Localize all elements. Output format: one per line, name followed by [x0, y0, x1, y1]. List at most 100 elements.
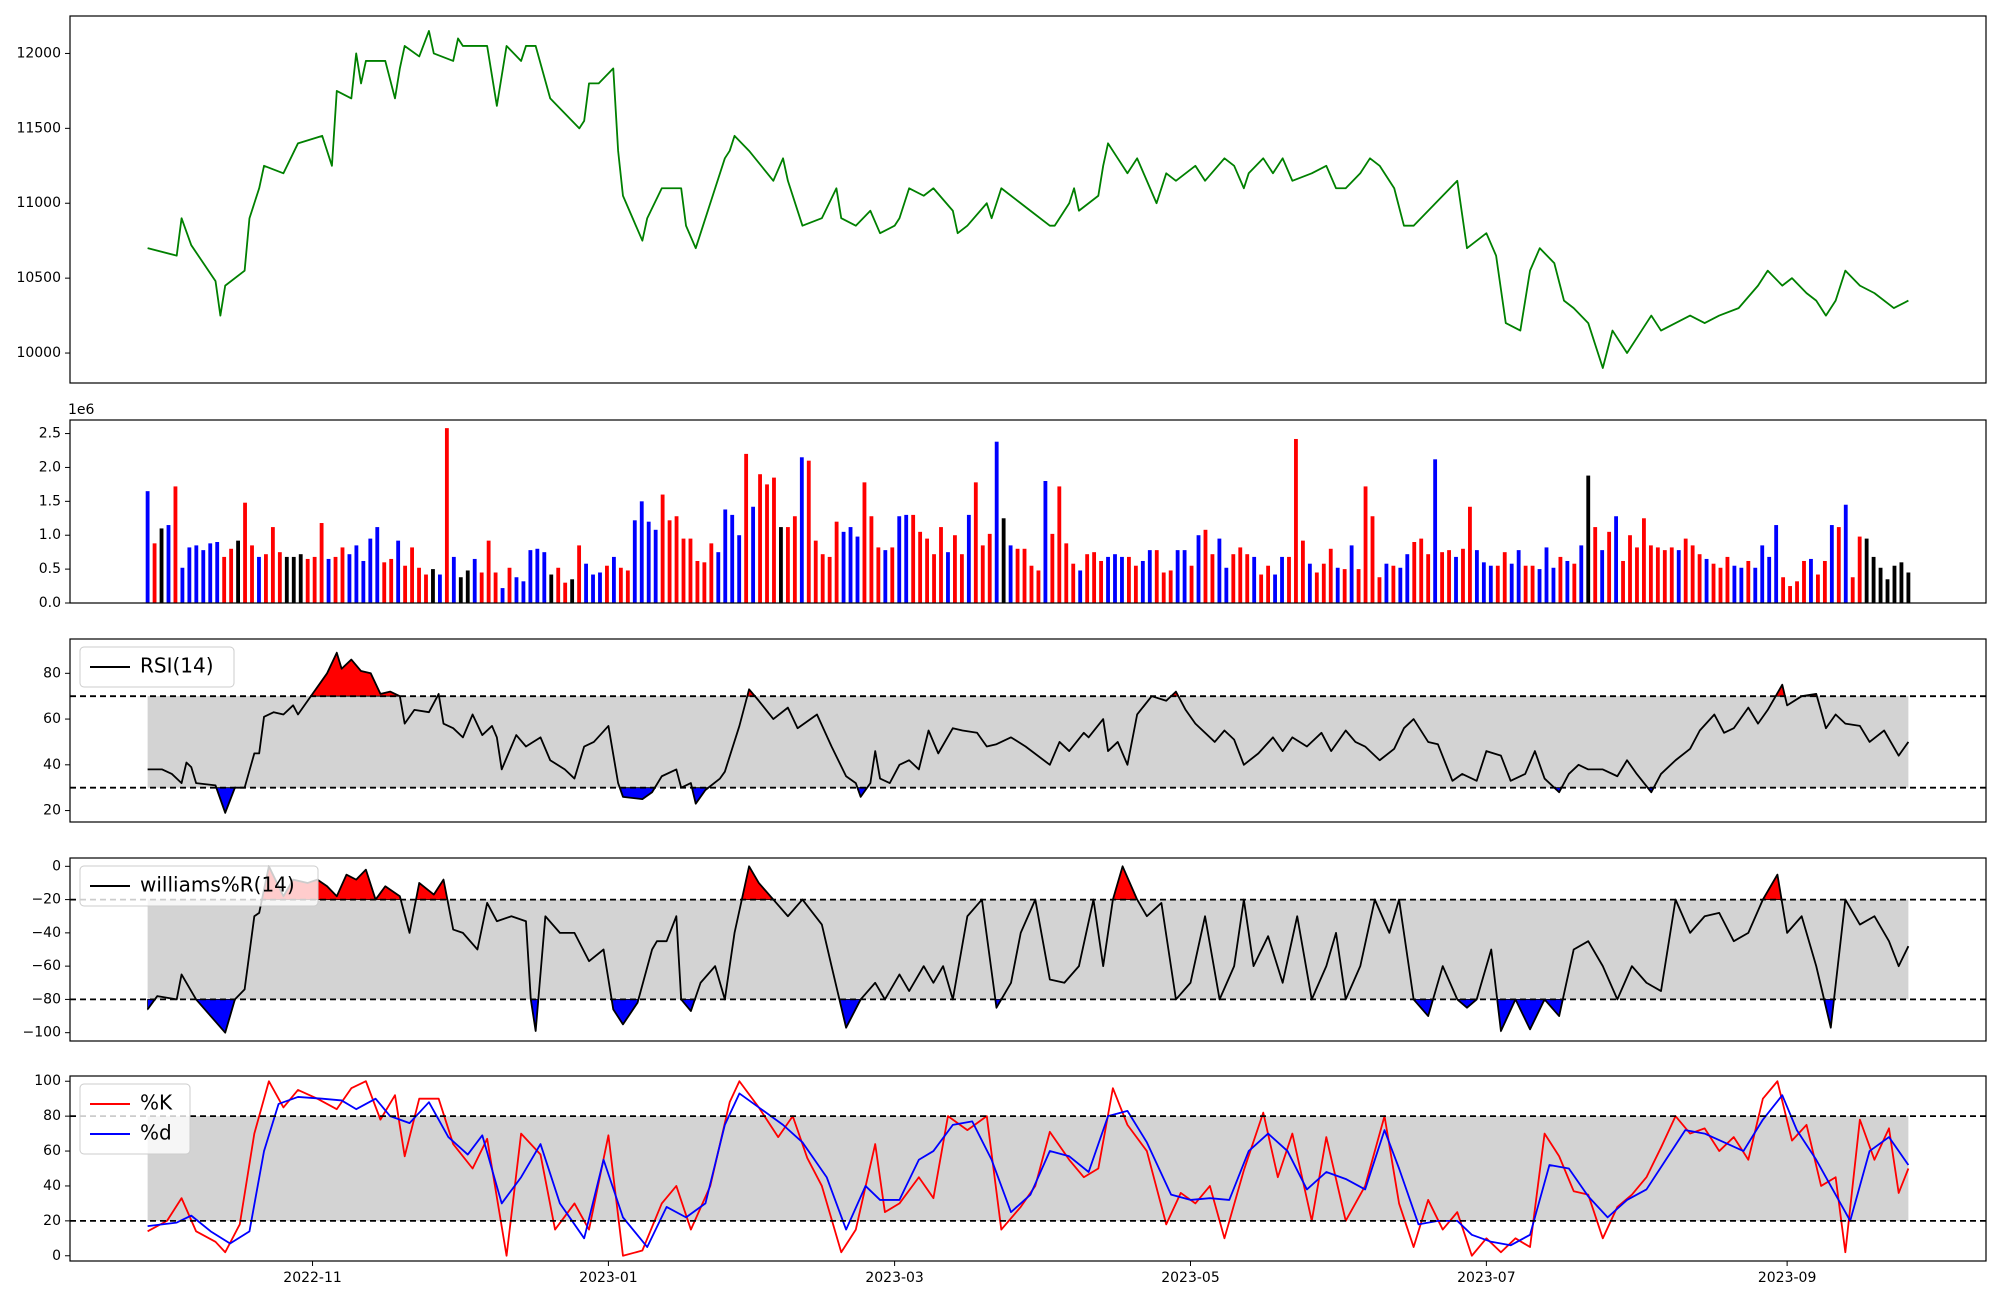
volume-bar: [1642, 518, 1646, 603]
volume-bar: [1245, 554, 1250, 603]
price-line: [147, 30, 1909, 369]
volume-bar: [1057, 486, 1062, 603]
axis-frame: [69, 857, 1987, 1042]
y-tick-label: 1.5: [39, 493, 61, 509]
volume-bar: [730, 514, 735, 603]
stoch-d-line: [147, 1092, 1910, 1248]
volume-bar: [695, 560, 700, 603]
volume-bar: [507, 567, 512, 603]
volume-bar: [904, 514, 909, 603]
volume-bar: [1628, 535, 1632, 603]
volume-bar: [1412, 542, 1417, 603]
volume-bar: [813, 540, 818, 603]
x-tick-label: 2023-09: [1758, 1270, 1817, 1286]
volume-bar: [751, 506, 756, 603]
volume-bar: [1454, 556, 1458, 603]
volume-scale-label: 1e6: [68, 402, 95, 418]
volume-bar: [946, 552, 950, 603]
legend-label: williams%R(14): [140, 873, 295, 897]
volume-bar: [187, 547, 192, 603]
volume-bar: [1739, 567, 1744, 603]
volume-bar: [716, 552, 721, 603]
volume-bar: [1314, 572, 1319, 603]
volume-bar: [1440, 552, 1445, 603]
volume-bar: [1704, 558, 1709, 603]
volume-bar: [1864, 538, 1869, 603]
volume-bar: [1127, 556, 1131, 603]
volume-bar: [1356, 569, 1361, 603]
y-tick-label: 80: [43, 665, 61, 681]
volume-bar: [1113, 554, 1117, 603]
date-x-axis: 2022-11 2023-01 2023-03 2023-05 2023-07 2023-…: [283, 1261, 1816, 1286]
williams-oversold-fill: [1514, 999, 1546, 1031]
axis-frame: [69, 15, 1987, 384]
y-tick-label: −80: [31, 991, 61, 1007]
volume-bar: [1822, 560, 1827, 603]
volume-bar: [1614, 516, 1618, 603]
volume-bar: [876, 547, 881, 603]
legend-frame: [79, 1083, 191, 1155]
volume-bar: [1001, 518, 1006, 603]
volume-bar: [368, 538, 373, 603]
volume-bar: [1300, 540, 1305, 603]
volume-bar: [1774, 525, 1779, 603]
volume-bar: [806, 460, 811, 603]
threshold-band: [147, 1116, 1909, 1221]
volume-bar: [1294, 438, 1298, 603]
volume-bar: [1697, 554, 1702, 603]
volume-bar: [1579, 545, 1584, 603]
volume-bar: [987, 533, 992, 603]
volume-bar: [653, 529, 658, 603]
y-tick-label: 40: [43, 1178, 61, 1194]
volume-bar: [1544, 547, 1549, 603]
volume-bar: [424, 574, 428, 603]
volume-bar: [486, 540, 491, 603]
volume-bar: [528, 550, 533, 603]
stoch-k-line: [147, 1080, 1910, 1257]
volume-bar: [834, 521, 839, 603]
volume-bar: [438, 574, 442, 603]
volume-bar: [1621, 560, 1625, 603]
volume-bar: [340, 547, 345, 603]
volume-bar: [535, 548, 540, 603]
volume-bar: [570, 579, 575, 603]
volume-bar: [591, 574, 595, 603]
volume-bar: [598, 572, 602, 603]
legend-frame: [79, 646, 235, 688]
volume-bar: [1189, 565, 1194, 603]
y-tick-label: −100: [23, 1025, 61, 1041]
volume-bar: [173, 486, 178, 603]
volume-bar: [1530, 565, 1535, 603]
volume-bar: [1050, 533, 1055, 603]
y-tick-label: 0: [52, 1248, 61, 1264]
williams-r-panel: 0 −20 −40 −60 −80 −100 williams%R(14): [23, 857, 1987, 1042]
volume-bar: [1795, 581, 1799, 603]
volume-bar: [1843, 504, 1848, 603]
volume-bar: [758, 474, 762, 603]
volume-bar: [500, 588, 505, 603]
volume-bar: [1391, 565, 1396, 603]
volume-bar: [326, 558, 331, 603]
volume-bar: [1147, 550, 1152, 603]
y-tick-label: 20: [43, 1213, 61, 1229]
volume-bar: [966, 514, 971, 603]
volume-bar: [1154, 550, 1159, 603]
volume-bar: [542, 552, 547, 603]
volume-bar: [1133, 565, 1138, 603]
volume-bar: [1231, 554, 1236, 603]
volume-bar: [1328, 548, 1333, 603]
volume-bar: [1015, 548, 1020, 603]
volume-bar: [1690, 545, 1695, 603]
volume-bar: [1551, 567, 1556, 603]
volume-bar: [1885, 579, 1890, 603]
volume-bar: [1829, 525, 1834, 603]
volume-bar: [152, 543, 157, 603]
volume-bar: [820, 554, 825, 603]
volume-bar: [1565, 560, 1570, 603]
volume-bar: [222, 556, 227, 603]
volume-bar: [215, 542, 220, 603]
volume-bar: [1349, 545, 1354, 603]
volume-bar: [1426, 554, 1431, 603]
volume-bar: [1669, 547, 1674, 603]
y-tick-label: −60: [31, 958, 61, 974]
